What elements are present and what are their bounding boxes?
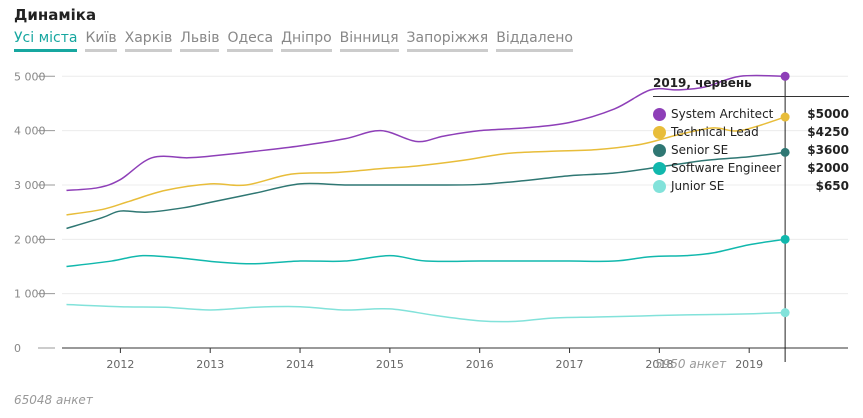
legend-item: Technical Lead $4250 <box>653 123 849 141</box>
tab-city-0[interactable]: Усі міста <box>14 30 78 52</box>
y-tick-label: 2 000 <box>14 233 46 246</box>
series-end-point <box>780 234 790 244</box>
legend-item-name: Junior SE <box>671 179 725 193</box>
series-end-point <box>780 147 790 157</box>
series-line <box>66 116 786 216</box>
tab-city-1[interactable]: Київ <box>85 30 117 52</box>
series-end-point <box>780 112 790 122</box>
x-tick-label: 2014 <box>286 358 314 371</box>
legend: 2019, червень System Architect $5000 Techn… <box>653 76 849 195</box>
legend-item-value: $4250 <box>807 125 849 139</box>
legend-item: System Architect $5000 <box>653 105 849 123</box>
legend-item: Junior SE $650 <box>653 177 849 195</box>
legend-item-value: $650 <box>815 179 849 193</box>
x-tick-label: 2012 <box>106 358 134 371</box>
series-line <box>66 238 786 268</box>
legend-swatch <box>653 143 666 157</box>
legend-swatch <box>653 161 666 175</box>
chart-title: Динаміка <box>14 6 97 24</box>
legend-item-name: System Architect <box>671 107 774 121</box>
x-tick-label: 2017 <box>556 358 584 371</box>
legend-item-value: $5000 <box>807 107 849 121</box>
legend-item-value: $3600 <box>807 143 849 157</box>
x-tick-label: 2013 <box>196 358 224 371</box>
y-tick-label: 1 000 <box>14 288 46 301</box>
y-tick-label: 3 000 <box>14 179 46 192</box>
tab-city-3[interactable]: Львів <box>180 30 220 52</box>
tab-city-8[interactable]: Віддалено <box>496 30 573 52</box>
legend-item-name: Senior SE <box>671 143 729 157</box>
legend-list: System Architect $5000 Technical Lead $4250… <box>653 105 849 195</box>
tab-city-6[interactable]: Вінниця <box>339 30 399 52</box>
legend-item-name: Software Engineer <box>671 161 782 175</box>
city-tabs: Усі міста Київ Харків Львів Одеса Дніпро Вінни… <box>14 30 573 52</box>
x-tick-label: 2015 <box>376 358 404 371</box>
x-tick-label: 2019 <box>735 358 763 371</box>
y-tick-label: 4 000 <box>14 125 46 138</box>
legend-swatch <box>653 107 666 121</box>
current-responses-count: 5950 анкет <box>655 357 727 371</box>
tab-city-7[interactable]: Запоріжжя <box>406 30 489 52</box>
tab-city-4[interactable]: Одеса <box>227 30 274 52</box>
legend-item: Senior SE $3600 <box>653 141 849 159</box>
tab-city-5[interactable]: Дніпро <box>281 30 332 52</box>
x-tick-label: 2016 <box>466 358 494 371</box>
y-tick-label: 5 000 <box>14 70 46 83</box>
y-tick-label: 0 <box>14 342 21 355</box>
legend-item-value: $2000 <box>807 161 849 175</box>
x-tick-label: 2018 <box>645 358 673 371</box>
tab-city-2[interactable]: Харків <box>124 30 173 52</box>
series-end-point <box>780 308 790 318</box>
total-responses-count: 65048 анкет <box>14 393 93 407</box>
legend-item-name: Technical Lead <box>671 125 759 139</box>
legend-swatch <box>653 125 666 139</box>
legend-item: Software Engineer $2000 <box>653 159 849 177</box>
series-line <box>66 303 786 323</box>
series-line <box>66 74 786 192</box>
legend-swatch <box>653 179 666 193</box>
series-end-point <box>780 71 790 81</box>
legend-title: 2019, червень <box>653 76 849 97</box>
